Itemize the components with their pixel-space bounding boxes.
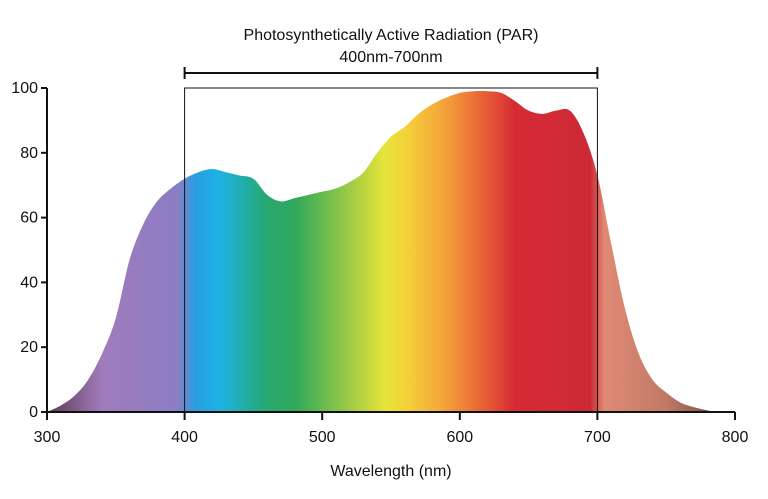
x-tick-label: 600 <box>446 429 473 446</box>
x-tick-label: 800 <box>722 429 749 446</box>
y-tick-label: 80 <box>20 145 38 162</box>
x-tick-label: 400 <box>171 429 198 446</box>
x-tick-label: 700 <box>584 429 611 446</box>
par-annotation-line-2: 400nm-700nm <box>339 49 442 66</box>
y-tick-label: 100 <box>11 80 38 97</box>
x-tick-label: 500 <box>309 429 336 446</box>
y-tick-label: 0 <box>29 404 38 421</box>
y-axis-ticks: 0 20 40 60 80 100 <box>11 80 47 421</box>
x-axis-ticks: 300 400 500 600 700 800 <box>34 412 749 446</box>
par-annotation-line-1: Photosynthetically Active Radiation (PAR… <box>244 27 539 44</box>
y-tick-label: 60 <box>20 210 38 227</box>
x-axis-label: Wavelength (nm) <box>330 463 451 480</box>
spectrum-area <box>47 91 715 412</box>
y-tick-label: 20 <box>20 339 38 356</box>
axes: 300 400 500 600 700 800 0 20 40 60 80 100 <box>11 80 748 446</box>
y-tick-label: 40 <box>20 274 38 291</box>
x-tick-label: 300 <box>34 429 61 446</box>
